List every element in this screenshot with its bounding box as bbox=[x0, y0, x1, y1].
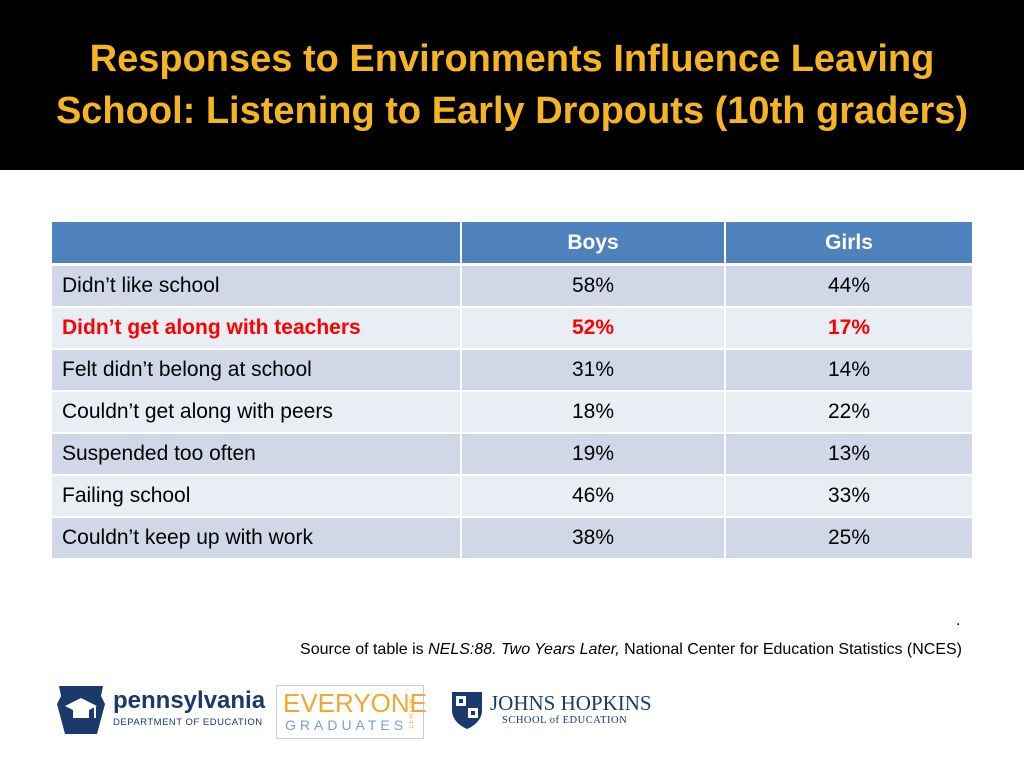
table-row: Didn’t like school 58% 44% bbox=[52, 264, 972, 308]
everyone-graduates-logo: EVERYONE GRADUATES CENTER bbox=[276, 685, 428, 739]
header-blank bbox=[52, 222, 462, 266]
boys-value: 46% bbox=[461, 475, 726, 518]
girls-value: 13% bbox=[725, 433, 972, 476]
source-title: NELS:88. Two Years Later, bbox=[428, 641, 620, 658]
row-label: Couldn’t keep up with work bbox=[52, 517, 462, 560]
row-label: Didn’t like school bbox=[52, 264, 462, 308]
boys-value: 58% bbox=[461, 264, 726, 308]
girls-value: 22% bbox=[725, 391, 972, 434]
table-header-row: Boys Girls bbox=[52, 222, 972, 266]
keystone-icon bbox=[57, 686, 105, 734]
stray-dot: . bbox=[956, 612, 961, 629]
eg-top-text: EVERYONE bbox=[283, 688, 428, 718]
girls-value: 17% bbox=[725, 307, 972, 350]
row-label: Felt didn’t belong at school bbox=[52, 349, 462, 392]
pennsylvania-logo: pennsylvania DEPARTMENT OF EDUCATION bbox=[55, 684, 265, 736]
slide-title: Responses to Environments Influence Leav… bbox=[55, 38, 969, 132]
boys-value: 18% bbox=[461, 391, 726, 434]
table-row: Failing school 46% 33% bbox=[52, 475, 972, 518]
shield-icon bbox=[452, 692, 482, 729]
source-note: Source of table is NELS:88. Two Years La… bbox=[300, 641, 962, 659]
pa-department: DEPARTMENT OF EDUCATION bbox=[113, 717, 263, 728]
table-row-highlighted: Didn’t get along with teachers 52% 17% bbox=[52, 307, 972, 350]
table-row: Couldn’t keep up with work 38% 25% bbox=[52, 517, 972, 560]
source-suffix: National Center for Education Statistics… bbox=[619, 641, 962, 658]
jh-name: JOHNS HOPKINS bbox=[490, 691, 652, 715]
row-label: Failing school bbox=[52, 475, 462, 518]
table-row: Suspended too often 19% 13% bbox=[52, 433, 972, 476]
pa-name: pennsylvania bbox=[113, 687, 266, 714]
header-boys: Boys bbox=[461, 222, 726, 266]
boys-value: 31% bbox=[461, 349, 726, 392]
title-bar: Responses to Environments Influence Leav… bbox=[0, 0, 1024, 170]
jh-school: SCHOOL of EDUCATION bbox=[502, 715, 628, 726]
dropout-table: Boys Girls Didn’t like school 58% 44% Di… bbox=[52, 222, 972, 560]
boys-value: 19% bbox=[461, 433, 726, 476]
boys-value: 52% bbox=[461, 307, 726, 350]
row-label: Couldn’t get along with peers bbox=[52, 391, 462, 434]
row-label: Didn’t get along with teachers bbox=[52, 307, 462, 350]
girls-value: 44% bbox=[725, 264, 972, 308]
johns-hopkins-logo: JOHNS HOPKINS SCHOOL of EDUCATION bbox=[450, 690, 652, 734]
row-label: Suspended too often bbox=[52, 433, 462, 476]
eg-side-text: CENTER bbox=[409, 698, 415, 729]
header-girls: Girls bbox=[725, 222, 972, 266]
table-row: Felt didn’t belong at school 31% 14% bbox=[52, 349, 972, 392]
girls-value: 25% bbox=[725, 517, 972, 560]
source-prefix: Source of table is bbox=[300, 641, 429, 658]
boys-value: 38% bbox=[461, 517, 726, 560]
eg-bottom-text: GRADUATES bbox=[285, 717, 408, 733]
table-row: Couldn’t get along with peers 18% 22% bbox=[52, 391, 972, 434]
girls-value: 33% bbox=[725, 475, 972, 518]
girls-value: 14% bbox=[725, 349, 972, 392]
